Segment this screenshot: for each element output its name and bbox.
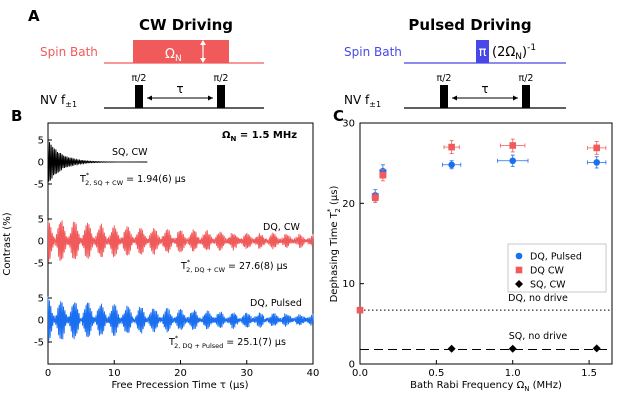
plot-b-xtick-label: 20	[174, 368, 187, 379]
cw-pulse-1	[135, 85, 143, 108]
pulsed-pulse-2	[522, 85, 530, 108]
data-point-diamond	[592, 344, 601, 353]
plot-b-traces	[47, 140, 314, 341]
legend-marker-circle	[515, 252, 523, 260]
pulsed-tau-arrow-right-icon	[513, 95, 518, 101]
data-point-square	[448, 143, 455, 151]
plot-b-ytick-label: 5	[38, 136, 44, 147]
plot-c-points	[356, 138, 607, 353]
panel-letter-b: B	[11, 107, 22, 125]
plot-c-xtick-label: 1.5	[581, 368, 597, 379]
cw-omega-label: ΩN	[165, 47, 182, 64]
cw-arrow-up-icon	[200, 40, 206, 45]
plot-c-legend	[507, 243, 607, 293]
plot-b-header: ΩN = 1.5 MHz	[222, 130, 297, 143]
legend-marker-square	[515, 266, 523, 274]
plot-b-ytick-label: -5	[34, 338, 44, 349]
ref-line-sq-label: SQ, no drive	[509, 331, 568, 342]
plot-c-xtick-label: 1.0	[505, 368, 521, 379]
data-point-circle	[593, 159, 601, 166]
plot-b-xtick-label: 10	[108, 368, 121, 379]
cw-nv-label: NV f±1	[40, 93, 77, 109]
data-point-square	[356, 306, 364, 314]
cw-pi-half-1: π/2	[132, 73, 147, 84]
legend-label: DQ, Pulsed	[530, 252, 582, 263]
plot-b-ytick-label: -5	[34, 180, 44, 191]
pulsed-duration-label: (2ΩN)-1	[492, 43, 536, 62]
data-point-square	[379, 171, 387, 179]
pulsed-title: Pulsed Driving	[408, 16, 531, 34]
trace-dq-cw-name: DQ, CW	[263, 222, 300, 233]
pulsed-pi-label: π	[479, 45, 487, 60]
plot-c-ytick-label: 10	[342, 279, 355, 290]
legend-label: DQ CW	[530, 266, 564, 277]
panel-letter-c: C	[333, 107, 344, 125]
plot-b-xtick-label: 0	[45, 368, 51, 379]
data-point-square	[509, 142, 517, 149]
cw-tau-label: τ	[176, 82, 183, 96]
plot-c-ticks: 0.0 0.5 1.0 1.5 0 10 20 30	[342, 119, 597, 380]
trace-sq-cw-fit: T* 2, SQ + CW = 1.94(6) μs	[79, 171, 186, 187]
plot-c-xlabel: Bath Rabi Frequency ΩN (MHz)	[410, 380, 562, 393]
trace-dq-cw	[47, 220, 314, 262]
plot-b-xtick-label: 30	[240, 368, 253, 379]
plot-b-xtick-label: 40	[307, 368, 320, 379]
plot-b-ytick-label: 0	[38, 237, 44, 248]
trace-dq-pulsed-name: DQ, Pulsed	[250, 298, 302, 309]
plot-b-ytick-label: -5	[34, 259, 44, 270]
data-point-square	[371, 194, 379, 202]
cw-tau-arrow-right-icon	[208, 95, 213, 101]
plot-b-ytick-label: 0	[38, 158, 44, 169]
pulsed-nv-label: NV f±1	[344, 93, 381, 109]
cw-tau-arrow-left-icon	[147, 95, 152, 101]
pulsed-tau-arrow-left-icon	[452, 95, 457, 101]
pulsed-spin-bath-label: Spin Bath	[344, 45, 402, 59]
plot-c-frame	[359, 122, 613, 365]
cw-pulse-2	[217, 85, 225, 108]
trace-sq-cw-name: SQ, CW	[112, 147, 148, 158]
cw-title: CW Driving	[139, 16, 233, 34]
plot-c-reference-lines	[360, 309, 612, 351]
trace-dq-pulsed-fit: T* 2, DQ + Pulsed = 25.1(7) μs	[168, 334, 286, 350]
panel-letter-a: A	[28, 7, 40, 25]
trace-dq-cw-fit: T* 2, DQ + CW = 27.6(8) μs	[180, 258, 288, 274]
plot-b-ytick-label: 5	[38, 294, 44, 305]
cw-drive-block	[133, 40, 229, 63]
data-point-diamond	[508, 344, 517, 353]
data-point-diamond	[447, 344, 456, 353]
plot-c-ytick-label: 0	[349, 360, 355, 371]
pulsed-pi-half-1: π/2	[437, 73, 452, 84]
plot-b-ylabel: Contrast (%)	[2, 212, 13, 275]
plot-c-ytick-label: 20	[342, 199, 355, 210]
cw-spin-bath-label: Spin Bath	[40, 45, 98, 59]
pulsed-pi-block	[476, 40, 489, 63]
trace-dq-pulsed	[47, 296, 314, 341]
plot-c-ylabel: Dephasing Time T*2 (μs)	[326, 186, 342, 303]
pulsed-pi-half-2: π/2	[519, 73, 534, 84]
plot-b-ytick-label: 5	[38, 215, 44, 226]
plot-c-xtick-label: 0.0	[352, 368, 368, 379]
plot-c-xtick-label: 0.5	[428, 368, 444, 379]
legend-marker-diamond	[515, 280, 523, 288]
ref-line-dq-label: DQ, no drive	[508, 293, 568, 304]
data-point-circle	[448, 161, 455, 169]
pulsed-tau-label: τ	[481, 82, 488, 96]
trace-sq-cw	[47, 140, 148, 183]
data-point-square	[593, 144, 601, 152]
plot-c-legend-entries: DQ, Pulsed DQ CW SQ, CW	[515, 252, 582, 291]
plot-c-ytick-label: 30	[342, 119, 355, 130]
plot-b-xlabel: Free Precession Time τ (μs)	[111, 380, 248, 391]
cw-arrow-down-icon	[200, 58, 206, 63]
cw-pi-half-2: π/2	[214, 73, 229, 84]
pulsed-pulse-1	[440, 85, 448, 108]
data-point-circle	[509, 157, 517, 165]
legend-label: SQ, CW	[530, 280, 566, 291]
plot-b-ytick-label: 0	[38, 316, 44, 327]
